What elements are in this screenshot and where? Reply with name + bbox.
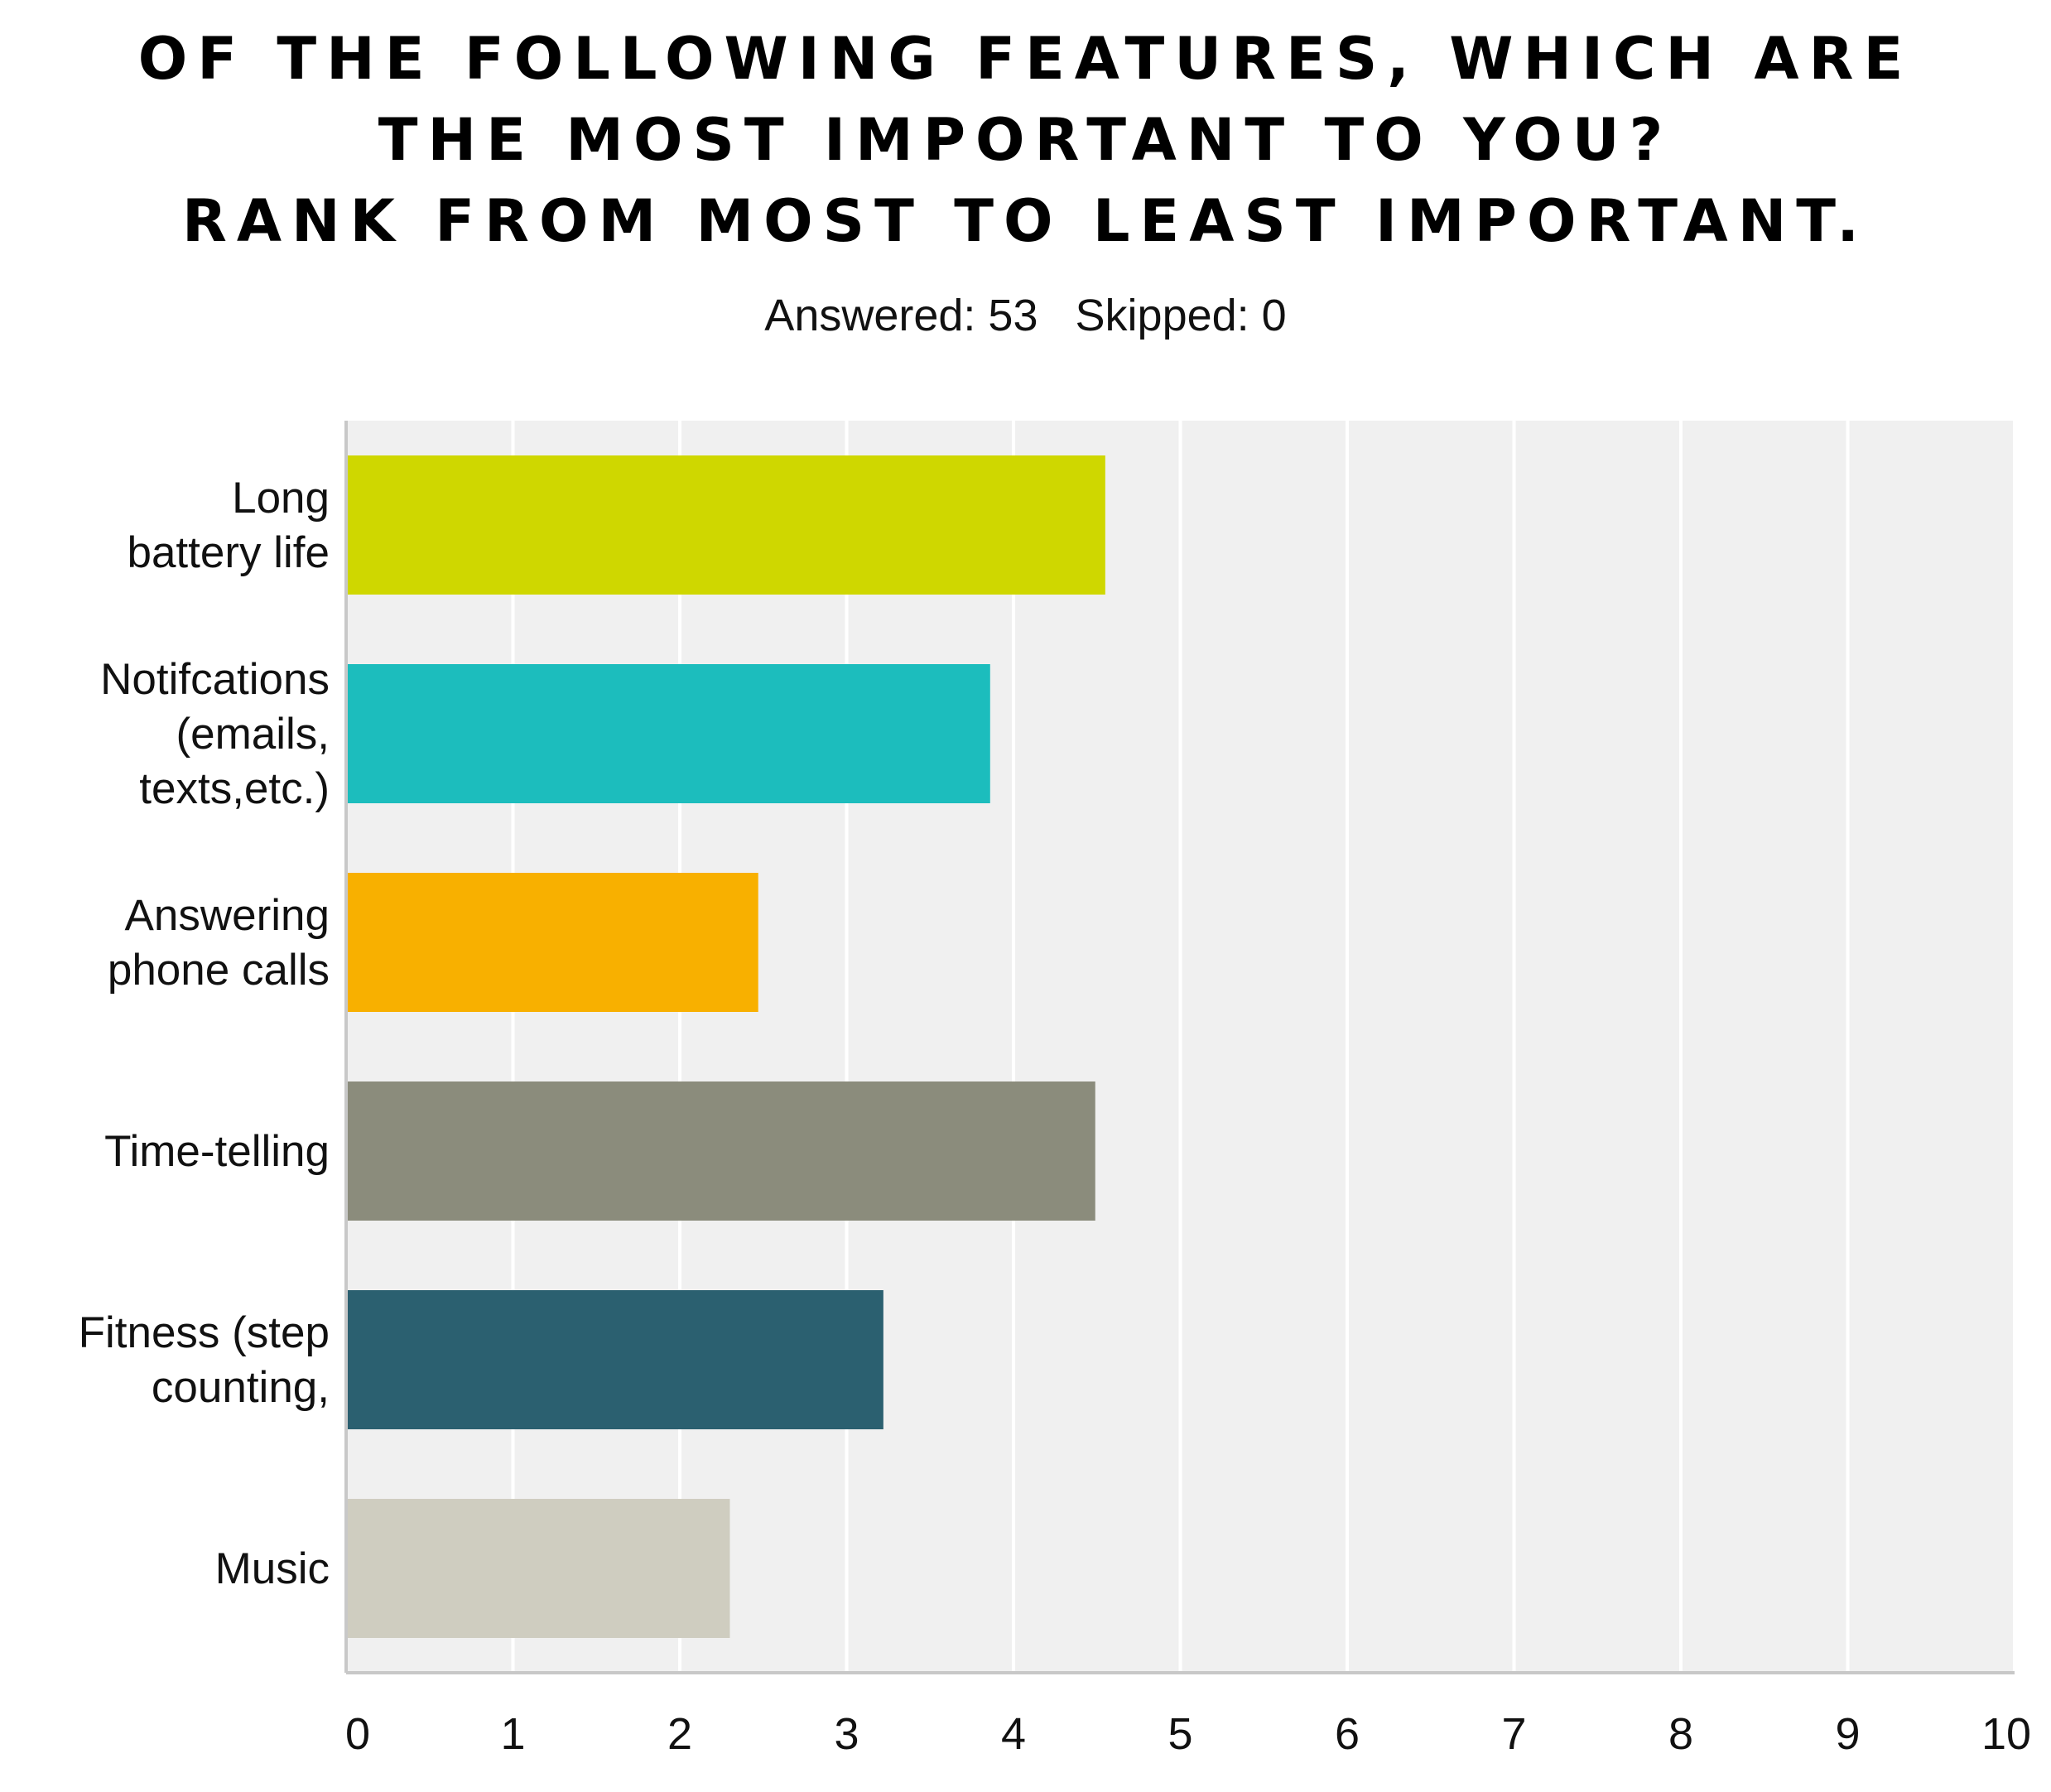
category-label: (emails, bbox=[176, 710, 330, 759]
category-label: Notifcations bbox=[100, 655, 330, 704]
category-label: Music bbox=[215, 1544, 330, 1593]
category-label: battery life bbox=[127, 528, 330, 577]
x-tick-label: 9 bbox=[1835, 1709, 1860, 1759]
category-label: Time-telling bbox=[104, 1127, 330, 1176]
bar bbox=[348, 873, 758, 1012]
category-label: counting, bbox=[152, 1363, 330, 1412]
chart-title-line-3: RANK FROM MOST TO LEAST IMPORTANT. bbox=[181, 187, 1870, 255]
bar bbox=[348, 1290, 883, 1429]
y-axis-categories: Long battery life Notifcations (emails, text… bbox=[79, 474, 330, 1593]
x-tick-label: 6 bbox=[1335, 1709, 1360, 1759]
x-tick-label: 1 bbox=[500, 1709, 525, 1759]
x-tick-label: 5 bbox=[1168, 1709, 1192, 1759]
skipped-count: Skipped: 0 bbox=[1075, 291, 1287, 340]
bar bbox=[348, 1081, 1095, 1221]
bar bbox=[348, 455, 1105, 595]
category-label: Answering bbox=[125, 891, 330, 940]
x-tick-label: 10 bbox=[1981, 1709, 2031, 1759]
chart-subtitle: Answered: 53 Skipped: 0 bbox=[0, 290, 2051, 341]
answered-count: Answered: 53 bbox=[764, 291, 1038, 340]
x-tick-label: 0 bbox=[345, 1709, 370, 1759]
x-tick-label: 8 bbox=[1668, 1709, 1693, 1759]
category-label: texts,etc.) bbox=[139, 764, 330, 813]
x-axis-ticks: 0 1 2 3 4 5 6 7 8 9 10 bbox=[345, 1709, 2031, 1759]
x-tick-label: 4 bbox=[1001, 1709, 1026, 1759]
bars bbox=[348, 455, 1105, 1638]
category-label: Fitness (step bbox=[79, 1308, 330, 1357]
chart-title: OF THE FOLLOWING FEATURES, WHICH ARE THE… bbox=[0, 18, 2051, 262]
category-label: phone calls bbox=[108, 946, 330, 995]
x-tick-label: 3 bbox=[834, 1709, 859, 1759]
bar bbox=[348, 664, 990, 803]
chart-title-line-1: OF THE FOLLOWING FEATURES, WHICH ARE bbox=[137, 25, 1914, 93]
chart-title-line-2: THE MOST IMPORTANT TO YOU? bbox=[378, 106, 1673, 174]
category-label: Long bbox=[232, 474, 330, 523]
bar bbox=[348, 1499, 730, 1638]
x-tick-label: 7 bbox=[1501, 1709, 1526, 1759]
grid-lines bbox=[511, 421, 2016, 1673]
x-tick-label: 2 bbox=[667, 1709, 692, 1759]
